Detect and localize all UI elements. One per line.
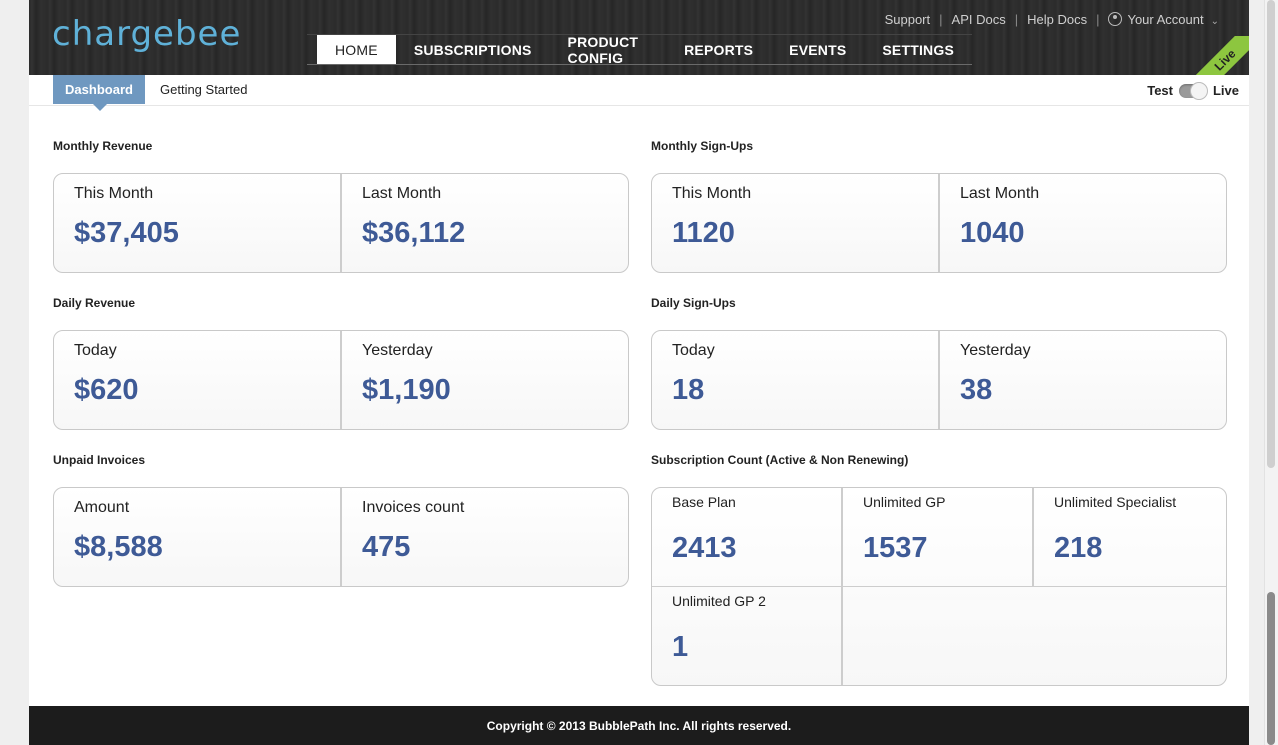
monthly-signups-title: Monthly Sign-Ups [651,139,753,153]
scrollbar[interactable] [1264,0,1278,745]
chargebee-logo[interactable]: chargebee [52,14,242,54]
toggle-knob [1189,81,1208,100]
separator: | [1014,12,1019,27]
account-label: Your Account [1127,12,1204,27]
metric-cell: Amount $8,588 [54,488,342,586]
unpaid-invoices-card: Amount $8,588 Invoices count 475 [53,487,629,587]
metric-value: $37,405 [74,217,179,249]
metric-value: $36,112 [362,217,466,249]
sub-nav: Dashboard Getting Started Test Live [29,75,1249,111]
grid-divider [652,586,1226,587]
plan-label: Unlimited GP 2 [672,593,766,609]
metric-cell: Today $620 [54,331,342,429]
metric-cell: Yesterday 38 [940,331,1226,429]
plan-label: Unlimited GP [863,494,946,510]
separator: | [939,12,943,27]
metric-value: 1120 [672,217,735,249]
help-docs-link[interactable]: Help Docs [1027,12,1088,27]
tab-getting-started[interactable]: Getting Started [160,82,248,97]
plan-cell: Unlimited GP 1537 [843,488,1034,587]
metric-cell: Yesterday $1,190 [342,331,628,429]
metric-cell: Invoices count 475 [342,488,628,586]
header: chargebee Support | API Docs | Help Docs… [29,0,1249,75]
footer: Copyright © 2013 BubblePath Inc. All rig… [29,706,1249,745]
metric-cell: Today 18 [652,331,940,429]
daily-revenue-title: Daily Revenue [53,296,136,310]
plan-cell: Base Plan 2413 [652,488,843,587]
metric-value: $1,190 [362,374,451,406]
mode-switch: Test Live [1147,81,1239,100]
api-docs-link[interactable]: API Docs [951,12,1006,27]
plan-value: 1 [672,631,689,663]
plan-cell: Unlimited GP 2 1 [652,587,843,685]
nav-home[interactable]: HOME [317,35,396,64]
live-ribbon: Live [1195,36,1249,75]
daily-signups-title: Daily Sign-Ups [651,296,736,310]
metric-label: Last Month [362,185,442,202]
metric-label: This Month [74,185,154,202]
metric-value: $8,588 [74,531,163,563]
monthly-revenue-card: This Month $37,405 Last Month $36,112 [53,173,629,273]
plan-cell: Unlimited Specialist 218 [1034,488,1225,587]
mode-live-label: Live [1212,83,1239,98]
metric-label: Yesterday [960,342,1031,359]
daily-revenue-card: Today $620 Yesterday $1,190 [53,330,629,430]
test-live-toggle[interactable] [1178,81,1208,100]
nav-settings[interactable]: SETTINGS [882,41,954,58]
subscription-count-title: Subscription Count (Active & Non Renewin… [651,453,909,467]
plan-value: 218 [1054,532,1103,564]
plan-label: Base Plan [672,494,736,510]
page: chargebee Support | API Docs | Help Docs… [29,0,1249,745]
metric-value: 1040 [960,217,1025,249]
mode-test-label: Test [1147,83,1173,98]
metric-value: 18 [672,374,705,406]
metric-label: Last Month [960,185,1040,202]
plan-value: 2413 [672,532,737,564]
support-link[interactable]: Support [884,12,931,27]
nav-product-config[interactable]: PRODUCT CONFIG [567,33,639,66]
tab-dashboard[interactable]: Dashboard [53,75,145,111]
unpaid-invoices-title: Unpaid Invoices [53,453,146,467]
scrollbar-track-highlight [1267,0,1275,468]
user-icon [1108,12,1123,26]
metric-cell: Last Month 1040 [940,174,1226,272]
metric-label: Yesterday [362,342,433,359]
metric-cell: Last Month $36,112 [342,174,628,272]
metric-value: 38 [960,374,993,406]
live-ribbon-label: Live [1195,36,1249,75]
metric-value: 475 [362,531,411,563]
main-nav: HOME SUBSCRIPTIONS PRODUCT CONFIG REPORT… [307,33,972,66]
top-links: Support | API Docs | Help Docs | Your Ac… [885,12,1219,27]
metric-label: This Month [672,185,752,202]
metric-value: $620 [74,374,139,406]
plan-label: Unlimited Specialist [1054,494,1177,510]
metric-label: Amount [74,499,130,516]
metric-label: Invoices count [362,499,465,516]
nav-reports[interactable]: REPORTS [684,41,754,58]
copyright-text: Copyright © 2013 BubblePath Inc. All rig… [486,718,792,733]
metric-cell: This Month $37,405 [54,174,342,272]
metric-cell: This Month 1120 [652,174,940,272]
scrollbar-thumb[interactable] [1267,592,1275,745]
account-menu[interactable]: Your Account ⌄ [1108,12,1219,27]
metric-label: Today [74,342,117,359]
daily-signups-card: Today 18 Yesterday 38 [651,330,1227,430]
grid-divider [1032,488,1034,587]
subscription-count-card: Base Plan 2413 Unlimited GP 1537 Unlimit… [651,487,1227,686]
monthly-revenue-title: Monthly Revenue [53,139,153,153]
nav-events[interactable]: EVENTS [789,41,847,58]
chevron-down-icon: ⌄ [1210,16,1219,27]
nav-subscriptions[interactable]: SUBSCRIPTIONS [413,41,532,58]
metric-label: Today [672,342,715,359]
plan-value: 1537 [863,532,928,564]
monthly-signups-card: This Month 1120 Last Month 1040 [651,173,1227,273]
separator: | [1096,12,1100,27]
